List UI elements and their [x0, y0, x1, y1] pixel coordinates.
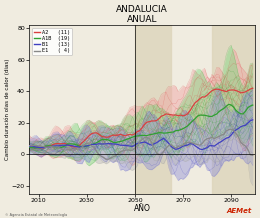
Y-axis label: Cambio duración olas de calor (dias): Cambio duración olas de calor (dias) [5, 59, 10, 160]
Bar [212, 25, 255, 194]
Title: ANDALUCIA
ANUAL: ANDALUCIA ANUAL [116, 5, 168, 24]
Text: AEMet: AEMet [227, 208, 252, 214]
Text: © Agencia Estatal de Meteorología: © Agencia Estatal de Meteorología [5, 213, 67, 217]
Legend: A2   (11), A1B  (19), B1   (13), E1   ( 4): A2 (11), A1B (19), B1 (13), E1 ( 4) [32, 28, 72, 55]
Bar [135, 25, 171, 194]
X-axis label: AÑO: AÑO [134, 204, 151, 213]
